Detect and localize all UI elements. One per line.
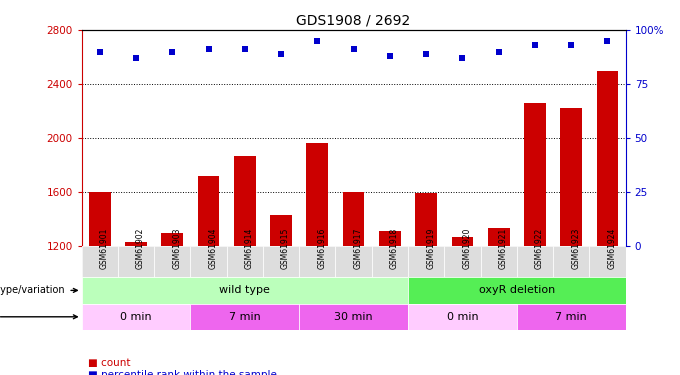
Text: GSM61922: GSM61922	[535, 228, 544, 269]
Text: ■ count: ■ count	[88, 358, 131, 368]
Text: GSM61923: GSM61923	[571, 228, 580, 269]
Text: wild type: wild type	[220, 285, 270, 296]
Title: GDS1908 / 2692: GDS1908 / 2692	[296, 13, 411, 27]
Bar	[190, 246, 226, 277]
Bar	[553, 246, 590, 277]
Bar	[408, 246, 444, 277]
Text: GSM61917: GSM61917	[354, 228, 362, 269]
Bar	[335, 246, 372, 277]
Text: ■ percentile rank within the sample: ■ percentile rank within the sample	[88, 370, 277, 375]
Bar	[299, 246, 335, 277]
Bar	[299, 304, 408, 330]
Bar	[161, 232, 183, 246]
Bar	[408, 304, 517, 330]
Point	[348, 46, 359, 53]
Point	[493, 49, 504, 55]
Bar	[270, 215, 292, 246]
Bar	[154, 246, 190, 277]
Bar	[198, 176, 220, 246]
Bar	[415, 194, 437, 246]
Bar	[82, 304, 190, 330]
Text: GSM61904: GSM61904	[209, 228, 218, 269]
Text: oxyR deletion: oxyR deletion	[479, 285, 555, 296]
Text: GSM61916: GSM61916	[318, 228, 326, 269]
Bar	[444, 246, 481, 277]
Point	[131, 55, 141, 61]
Text: GSM61915: GSM61915	[281, 228, 290, 269]
Text: GSM61901: GSM61901	[100, 228, 109, 269]
Text: GSM61920: GSM61920	[462, 228, 471, 269]
Bar	[524, 103, 546, 246]
Text: GSM61902: GSM61902	[136, 228, 145, 269]
Bar	[590, 246, 626, 277]
Bar	[408, 277, 626, 304]
Bar	[517, 246, 553, 277]
Text: time: time	[0, 312, 78, 322]
Text: GSM61903: GSM61903	[172, 228, 182, 269]
Bar	[560, 108, 582, 246]
Point	[384, 53, 395, 59]
Text: 0 min: 0 min	[447, 312, 478, 322]
Bar	[263, 246, 299, 277]
Text: GSM61918: GSM61918	[390, 228, 399, 269]
Bar	[226, 246, 263, 277]
Bar	[343, 192, 364, 246]
Text: GSM61924: GSM61924	[607, 228, 617, 269]
Text: genotype/variation: genotype/variation	[0, 285, 78, 296]
Point	[602, 38, 613, 44]
Text: GSM61919: GSM61919	[426, 228, 435, 269]
Bar	[481, 246, 517, 277]
Bar	[89, 192, 111, 246]
Bar	[234, 156, 256, 246]
Bar	[82, 246, 118, 277]
Bar	[125, 242, 147, 246]
Text: 0 min: 0 min	[120, 312, 152, 322]
Bar	[488, 228, 509, 246]
Point	[95, 49, 105, 55]
Point	[275, 51, 286, 57]
Point	[167, 49, 177, 55]
Point	[203, 46, 214, 53]
Point	[421, 51, 432, 57]
Text: GSM61921: GSM61921	[498, 228, 508, 269]
Bar	[118, 246, 154, 277]
Point	[312, 38, 323, 44]
Text: GSM61914: GSM61914	[245, 228, 254, 269]
Bar	[379, 231, 401, 246]
Text: 30 min: 30 min	[335, 312, 373, 322]
Point	[457, 55, 468, 61]
Bar	[307, 143, 328, 246]
Bar	[82, 277, 408, 304]
Bar	[596, 70, 618, 246]
Bar	[190, 304, 299, 330]
Point	[566, 42, 577, 48]
Point	[239, 46, 250, 53]
Text: 7 min: 7 min	[556, 312, 587, 322]
Bar	[517, 304, 626, 330]
Point	[530, 42, 541, 48]
Bar	[452, 237, 473, 246]
Text: 7 min: 7 min	[229, 312, 260, 322]
Bar	[372, 246, 408, 277]
